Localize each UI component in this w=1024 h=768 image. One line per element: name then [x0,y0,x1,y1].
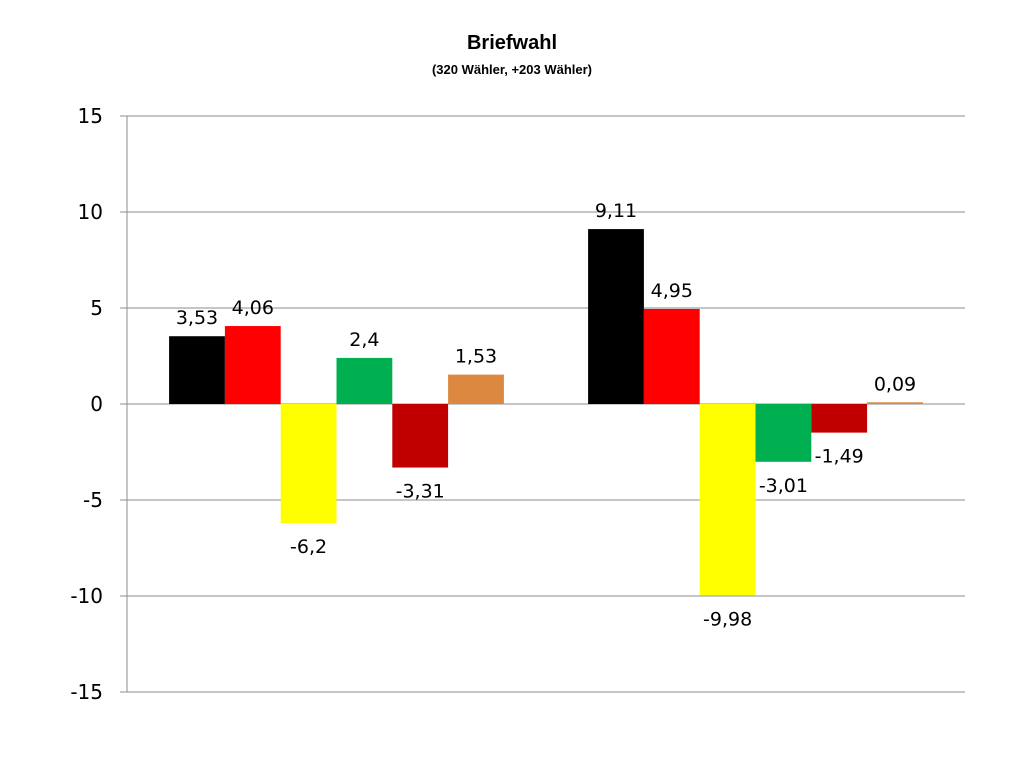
bars [169,229,923,596]
data-label: -3,01 [759,475,808,497]
bar [224,326,281,404]
data-label: -3,31 [396,481,445,503]
data-label: -9,98 [703,609,752,631]
chart-title: Briefwahl [466,32,558,54]
data-label: 3,53 [176,307,218,329]
bar [280,404,337,524]
data-label: 0,09 [874,373,916,395]
grid-lines [120,115,965,693]
data-label: 2,4 [349,329,379,351]
y-tick-label: 0 [90,392,103,416]
y-axis: 15 10 5 0 -5 -10 -15 [70,104,128,704]
data-label: 9,11 [595,200,637,222]
data-label: 1,53 [455,346,497,368]
data-label: -1,49 [815,446,864,468]
bar [392,404,449,468]
data-label: 4,06 [232,297,274,319]
bar [699,404,756,596]
data-labels: 3,53 9,11 4,06 4,95 -6,2 -9,98 2,4 -3,01 -3,31 -1… [176,200,916,631]
y-tick-label: -5 [83,488,103,512]
bar [448,374,504,404]
bar [643,308,700,404]
bar [755,404,812,462]
y-tick-label: 10 [78,200,103,224]
data-label: -6,2 [290,536,327,558]
y-tick-label: 15 [78,104,103,128]
bar [588,229,644,404]
chart-subtitle: (320 Wähler, +203 Wähler) [431,62,593,77]
bar [811,404,868,433]
y-tick-label: 5 [90,296,103,320]
bar [867,402,923,404]
bar [336,357,393,404]
bar [169,336,225,404]
y-tick-label: -10 [70,584,103,608]
y-tick-label: -15 [70,680,103,704]
data-label: 4,95 [651,280,693,302]
